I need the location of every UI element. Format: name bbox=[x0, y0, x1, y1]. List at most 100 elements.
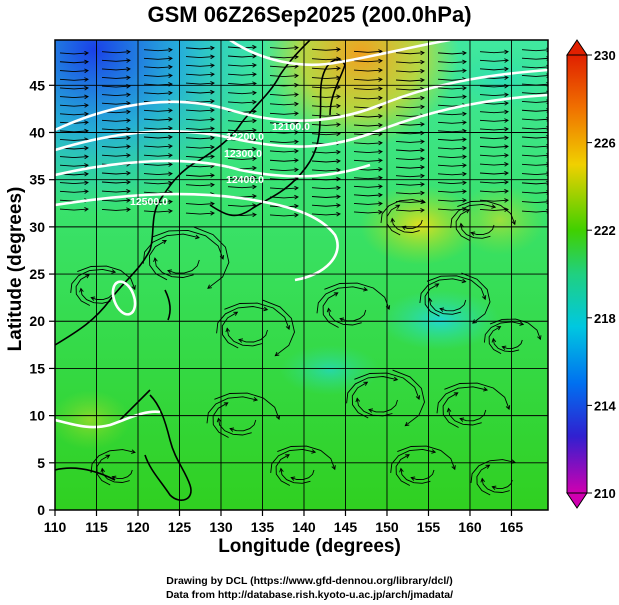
streamline-arrow bbox=[126, 170, 131, 176]
streamline-arrow bbox=[252, 81, 257, 86]
streamline-arrow bbox=[285, 325, 291, 330]
streamline bbox=[479, 94, 509, 96]
streamline bbox=[479, 190, 509, 193]
streamline bbox=[59, 173, 89, 176]
streamline-arrow bbox=[210, 45, 215, 51]
streamline-arrow bbox=[504, 58, 509, 63]
streamline-arrow bbox=[439, 307, 445, 312]
streamline bbox=[77, 265, 136, 290]
streamline-arrow bbox=[420, 190, 425, 196]
streamline bbox=[101, 208, 131, 211]
streamline-arrow bbox=[294, 92, 299, 97]
streamline bbox=[353, 115, 383, 118]
streamline bbox=[395, 209, 425, 212]
streamline bbox=[521, 66, 548, 69]
streamline-arrow bbox=[252, 193, 257, 199]
streamline bbox=[59, 182, 89, 185]
streamline-arrow bbox=[483, 387, 489, 392]
streamline-arrow bbox=[84, 68, 89, 74]
streamline-arrow bbox=[459, 417, 465, 422]
streamline bbox=[353, 124, 383, 127]
streamline bbox=[229, 419, 257, 432]
streamline-arrow bbox=[504, 92, 509, 98]
streamline bbox=[476, 464, 491, 496]
x-axis: 110 115 120 125 130 135 140 145 150 155 160 165 bbox=[44, 510, 523, 535]
streamline-arrow bbox=[462, 137, 467, 142]
y-axis-label: Latitude (degrees) bbox=[5, 186, 26, 352]
streamline bbox=[143, 173, 173, 176]
streamline bbox=[471, 224, 495, 236]
streamline bbox=[311, 151, 341, 154]
streamline bbox=[218, 418, 252, 436]
streamline bbox=[521, 182, 548, 185]
streamline-arrow bbox=[252, 99, 257, 105]
streamline-arrow bbox=[420, 182, 425, 187]
streamline-arrow bbox=[168, 143, 173, 149]
streamline bbox=[395, 158, 425, 161]
colorbar-min-arrow bbox=[566, 492, 588, 509]
streamline-arrow bbox=[336, 122, 341, 127]
streamline-arrow bbox=[126, 179, 131, 185]
streamline-arrow bbox=[105, 454, 111, 459]
streamline bbox=[442, 392, 459, 428]
streamline bbox=[353, 185, 383, 188]
streamline-arrow bbox=[216, 417, 222, 423]
streamline bbox=[185, 174, 215, 177]
streamline-arrow bbox=[378, 67, 383, 73]
streamline bbox=[395, 175, 425, 178]
streamline bbox=[185, 203, 215, 206]
colorbar-tick-label: 226 bbox=[594, 136, 616, 151]
y-tick-label: 30 bbox=[29, 219, 45, 235]
streamline-arrow bbox=[431, 449, 437, 454]
streamline-arrow bbox=[168, 90, 173, 96]
streamline-arrow bbox=[363, 287, 369, 292]
streamline-arrow bbox=[252, 44, 257, 50]
streamline-arrow bbox=[126, 49, 131, 55]
streamline bbox=[101, 102, 131, 105]
contour-label: 12200.0 bbox=[226, 131, 264, 143]
streamline bbox=[395, 132, 425, 135]
streamline-arrow bbox=[167, 269, 172, 274]
streamline bbox=[311, 160, 341, 163]
streamline-arrow bbox=[126, 126, 131, 132]
streamline bbox=[80, 288, 111, 304]
streamline bbox=[324, 282, 390, 310]
streamline-arrow bbox=[210, 63, 215, 68]
streamline-arrow bbox=[210, 126, 215, 132]
streamline bbox=[96, 454, 111, 486]
streamline-arrow bbox=[462, 85, 467, 91]
streamline-arrow bbox=[462, 50, 467, 56]
streamline bbox=[521, 57, 548, 60]
streamline-arrow bbox=[126, 66, 131, 72]
streamline bbox=[269, 159, 299, 162]
streamline-arrow bbox=[504, 101, 509, 106]
streamline bbox=[221, 311, 239, 349]
streamline bbox=[262, 299, 295, 357]
streamline-arrow bbox=[126, 189, 131, 194]
streamline bbox=[151, 229, 224, 260]
streamline-arrow bbox=[238, 338, 244, 343]
streamline bbox=[429, 298, 462, 315]
streamline-arrow bbox=[294, 101, 299, 107]
streamline bbox=[411, 469, 435, 481]
streamline bbox=[521, 49, 548, 52]
x-tick-label: 155 bbox=[417, 519, 441, 535]
streamline-arrow bbox=[162, 240, 167, 245]
streamline bbox=[269, 122, 299, 125]
streamline-arrow bbox=[420, 95, 425, 101]
streamline-arrow bbox=[207, 284, 212, 289]
streamline bbox=[143, 118, 173, 121]
streamline bbox=[395, 61, 425, 64]
streamline-arrow bbox=[390, 217, 396, 223]
streamline bbox=[322, 292, 339, 328]
streamline bbox=[101, 51, 131, 54]
streamline-arrow bbox=[491, 204, 497, 209]
y-tick-label: 40 bbox=[29, 124, 45, 140]
streamline-arrow bbox=[333, 292, 339, 297]
streamline bbox=[311, 187, 341, 190]
streamline-arrow bbox=[252, 118, 257, 124]
streamline-arrow bbox=[84, 111, 89, 117]
streamline-arrow bbox=[378, 166, 383, 172]
contour-label: 12500.0 bbox=[130, 196, 168, 208]
streamline-arrow bbox=[504, 198, 509, 203]
